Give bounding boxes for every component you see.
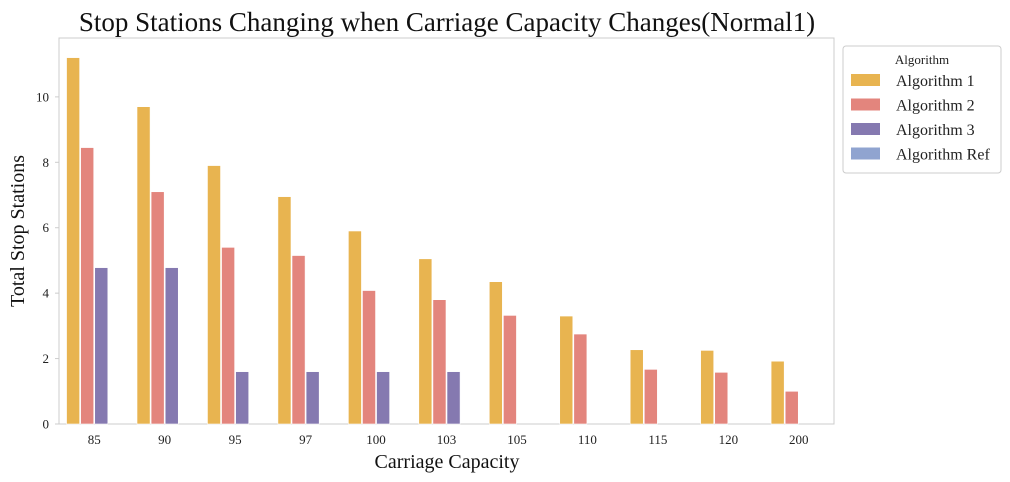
x-tick-label: 95	[229, 432, 242, 447]
bar-algorithm-1-85	[66, 57, 80, 425]
x-tick-label: 115	[648, 432, 667, 447]
bar-algorithm-2-115	[643, 369, 658, 425]
legend-swatch	[851, 74, 880, 86]
bar-algorithm-1-110	[559, 315, 574, 425]
legend-label: Algorithm 3	[896, 122, 975, 139]
x-tick-label: 120	[719, 432, 739, 447]
x-tick-label: 100	[366, 432, 386, 447]
bar-algorithm-2-103	[432, 299, 447, 425]
plot-area-frame	[58, 37, 835, 425]
bar-algorithm-2-97	[291, 255, 306, 425]
bar-algorithm-2-100	[362, 290, 376, 425]
bar-algorithm-1-120	[700, 350, 715, 425]
x-tick-label: 85	[88, 432, 101, 447]
bar-algorithm-1-100	[348, 230, 362, 425]
bar-algorithm-1-105	[488, 281, 503, 425]
bar-algorithm-1-200	[770, 360, 785, 425]
y-tick-label: 0	[43, 417, 50, 432]
y-tick-label: 10	[36, 89, 49, 104]
bar-algorithm-2-85	[80, 147, 95, 425]
legend-frame	[842, 45, 1002, 174]
bar-algorithm-1-95	[207, 165, 221, 425]
bars-group	[66, 57, 799, 425]
bar-algorithm-1-103	[418, 258, 433, 425]
bar-algorithm-1-97	[277, 196, 292, 425]
bar-algorithm-3-97	[305, 371, 320, 425]
legend-swatch	[851, 98, 880, 111]
bar-algorithm-2-95	[221, 247, 235, 425]
bar-algorithm-3-103	[446, 371, 461, 425]
x-tick-label: 90	[158, 432, 171, 447]
bar-algorithm-3-95	[235, 371, 250, 425]
legend-label: Algorithm Ref	[896, 147, 990, 164]
bar-algorithm-1-115	[629, 349, 644, 425]
y-axis-ticks: 0 2 4 6 8 10	[36, 89, 59, 432]
bar-algorithm-2-110	[573, 333, 588, 425]
legend-title: Algorithm	[895, 52, 949, 67]
x-tick-label: 103	[437, 432, 457, 447]
bar-algorithm-2-200	[784, 390, 799, 425]
y-tick-label: 4	[43, 286, 50, 301]
y-tick-label: 6	[43, 220, 50, 235]
x-tick-label: 200	[789, 432, 809, 447]
x-axis-label: Carriage Capacity	[375, 451, 520, 473]
chart-title: Stop Stations Changing when Carriage Cap…	[79, 7, 815, 37]
y-axis-label: Total Stop Stations	[7, 155, 29, 307]
legend-swatch	[851, 123, 880, 135]
bar-algorithm-2-105	[503, 315, 517, 425]
legend-label: Algorithm 1	[896, 73, 975, 90]
x-tick-label: 97	[299, 432, 313, 447]
bar-algorithm-3-100	[376, 371, 390, 425]
bar-algorithm-3-90	[164, 267, 179, 425]
y-tick-label: 8	[43, 155, 50, 170]
bar-algorithm-2-120	[714, 372, 729, 425]
legend-swatch	[851, 147, 880, 160]
y-tick-label: 2	[43, 351, 50, 366]
legend-items: Algorithm 1 Algorithm 2 Algorithm 3 Algorit…	[851, 73, 990, 164]
x-tick-label: 110	[578, 432, 597, 447]
bar-algorithm-3-85	[94, 267, 109, 425]
legend-label: Algorithm 2	[896, 98, 975, 115]
bar-algorithm-2-90	[150, 191, 165, 425]
x-tick-label: 105	[507, 432, 527, 447]
bar-algorithm-1-90	[136, 106, 151, 425]
x-axis-ticks: 85 90 95 97 100 103 105 110 115 120 200	[88, 432, 809, 447]
